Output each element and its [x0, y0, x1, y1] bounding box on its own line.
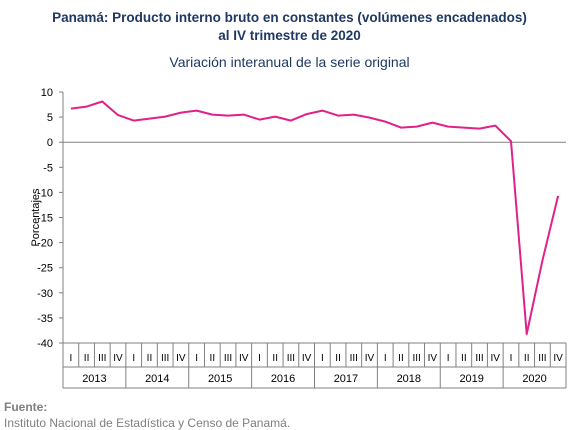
quarter-label: IV [239, 353, 249, 364]
series-line [70, 100, 560, 335]
quarter-label: III [350, 353, 358, 364]
y-tick-label: -25 [37, 263, 53, 275]
quarter-label: II [524, 353, 530, 364]
quarter-label: I [510, 353, 513, 364]
y-tick-label: -10 [37, 187, 53, 199]
year-label: 2017 [334, 373, 358, 385]
year-label: 2020 [522, 373, 546, 385]
year-label: 2015 [208, 373, 232, 385]
quarter-label: II [147, 353, 153, 364]
y-tick-label: -20 [37, 238, 53, 250]
year-label: 2018 [397, 373, 421, 385]
year-label: 2016 [271, 373, 295, 385]
quarter-label: III [98, 353, 106, 364]
year-label: 2013 [82, 373, 106, 385]
quarter-label: IV [491, 353, 501, 364]
quarter-label: IV [113, 353, 123, 364]
quarter-label: I [447, 353, 450, 364]
y-tick-label: -5 [43, 162, 53, 174]
y-tick-label: -30 [37, 288, 53, 300]
quarter-label: II [461, 353, 467, 364]
quarter-label: II [272, 353, 278, 364]
year-label: 2014 [145, 373, 169, 385]
quarter-label: II [335, 353, 341, 364]
quarter-label: I [258, 353, 261, 364]
y-tick-label: -40 [37, 338, 53, 350]
y-tick-label: -35 [37, 313, 53, 325]
quarter-label: III [161, 353, 169, 364]
quarter-label: II [398, 353, 404, 364]
quarter-label: IV [428, 353, 438, 364]
quarter-label: IV [365, 353, 375, 364]
y-tick-label: 5 [47, 112, 53, 124]
source-label: Fuente: [4, 400, 48, 414]
quarter-label: IV [302, 353, 312, 364]
quarter-label: I [321, 353, 324, 364]
y-tick-label: 0 [47, 137, 53, 149]
chart-subtitle: Variación interanual de la serie origina… [169, 54, 410, 70]
chart-title-line2: al IV trimestre de 2020 [218, 28, 361, 43]
quarter-label: I [195, 353, 198, 364]
quarter-label: I [384, 353, 387, 364]
y-axis-title: Porcentajes [30, 188, 42, 247]
year-label: 2019 [459, 373, 483, 385]
quarter-label: III [224, 353, 232, 364]
quarter-label: III [287, 353, 295, 364]
quarter-label: II [210, 353, 216, 364]
quarter-label: IV [176, 353, 186, 364]
quarter-label: II [84, 353, 90, 364]
quarter-label: I [132, 353, 135, 364]
source-text: Instituto Nacional de Estadística y Cens… [4, 416, 291, 430]
quarter-label: III [538, 353, 546, 364]
quarter-label: IV [553, 353, 563, 364]
y-tick-label: -15 [37, 213, 53, 225]
y-tick-label: 10 [41, 87, 53, 99]
quarter-label: I [69, 353, 72, 364]
quarter-label: III [413, 353, 421, 364]
chart-title: Panamá: Producto interno bruto en consta… [52, 10, 527, 25]
quarter-label: III [475, 353, 483, 364]
